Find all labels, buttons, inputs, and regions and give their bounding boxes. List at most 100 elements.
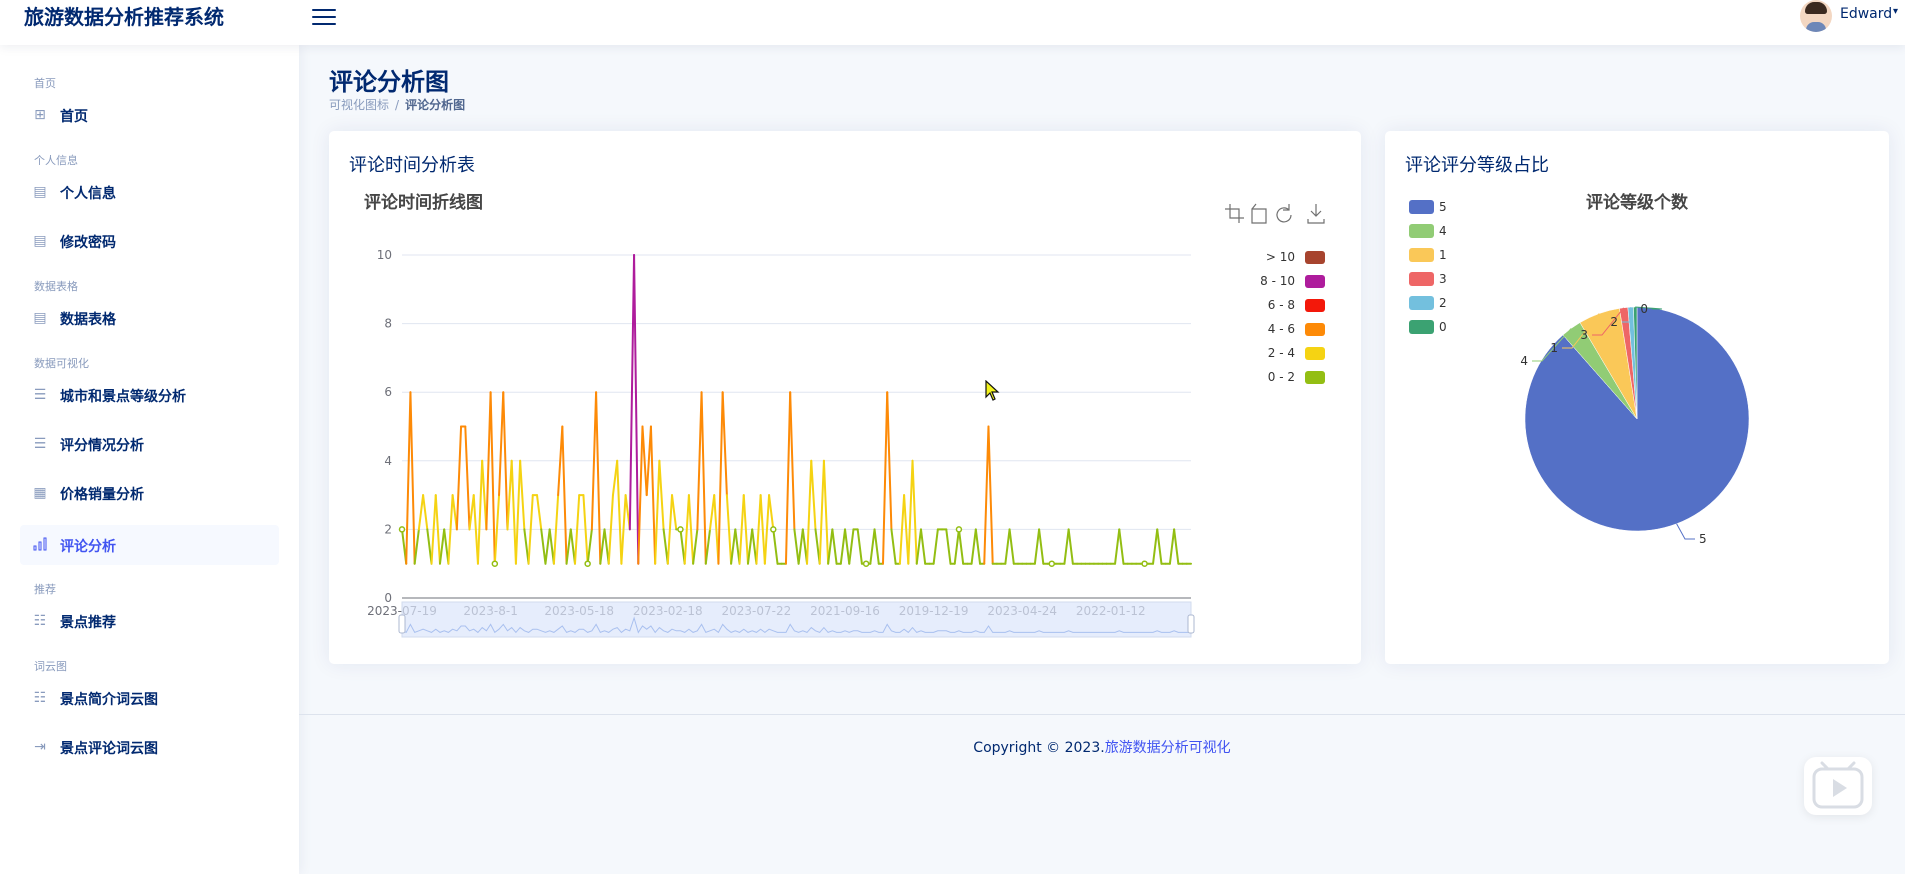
data-zoom-slider[interactable] (398, 601, 1195, 638)
y-tick-label: 2 (384, 522, 392, 536)
data-point (1048, 560, 1056, 567)
card-title: 评论时间分析表 (349, 155, 475, 176)
download-icon[interactable] (1307, 204, 1325, 224)
sidebar-item-label: 评论分析 (60, 539, 116, 555)
video-play-icon[interactable] (1804, 757, 1872, 815)
line-segment (881, 391, 889, 565)
legend-item-label: 1 (1439, 248, 1447, 262)
sidebar-item-price-sales[interactable]: ▦ 价格销量分析 (20, 473, 279, 513)
line-segment (552, 494, 560, 565)
line-segment (557, 425, 564, 497)
login-icon: ⇥ (34, 739, 46, 755)
line-segment (856, 528, 863, 565)
avatar[interactable] (1800, 0, 1832, 32)
line-segment (527, 494, 534, 565)
sidebar-heading-recommend: 推荐 (34, 583, 56, 596)
line-segment (1004, 528, 1011, 565)
zoom-icon[interactable] (1225, 204, 1244, 223)
user-name[interactable]: Edward (1840, 6, 1893, 22)
menu-toggle-icon[interactable] (312, 6, 336, 26)
line-segment (797, 528, 804, 565)
chevron-down-icon[interactable]: ▾ (1893, 6, 1899, 17)
restore-icon[interactable] (1276, 204, 1292, 223)
line-segment (784, 391, 792, 565)
line-segment (514, 459, 522, 565)
line-segment (945, 528, 952, 565)
sidebar-item-score-analysis[interactable]: ☰ 评分情况分析 (20, 424, 279, 464)
label-line (1532, 328, 1572, 362)
line-segment (886, 391, 893, 531)
copyright-link[interactable]: 旅游数据分析可视化 (1104, 740, 1231, 756)
line-segment (903, 494, 910, 565)
line-segment (772, 528, 779, 565)
line-segment (844, 528, 851, 565)
line-segment (759, 494, 766, 565)
sidebar-item-profile[interactable]: ▤ 个人信息 (20, 172, 279, 212)
data-zoom-handle-left (398, 614, 406, 634)
sidebar-item-spot-recommend[interactable]: ☷ 景点推荐 (20, 601, 279, 641)
sidebar-item-intro-wordcloud[interactable]: ☷ 景点简介词云图 (20, 678, 279, 718)
sidebar-item-change-password[interactable]: ▤ 修改密码 (20, 221, 279, 261)
layout-icon: ▤ (33, 310, 47, 326)
line-segment (468, 494, 475, 531)
sidebar-item-label: 景点推荐 (60, 615, 116, 631)
sidebar-item-comment-wordcloud[interactable]: ⇥ 景点评论词云图 (20, 727, 279, 767)
line-segment (957, 528, 965, 565)
sidebar-item-data-table[interactable]: ▤ 数据表格 (20, 298, 279, 338)
line-segment (472, 494, 479, 565)
data-point (677, 526, 684, 533)
line-segment (1173, 528, 1180, 565)
breadcrumb-separator: / (395, 98, 400, 112)
sidebar-item-label: 首页 (60, 109, 88, 125)
line-segment (582, 494, 589, 565)
line-segment (721, 391, 728, 497)
legend-item-label: 2 - 4 (1268, 346, 1295, 360)
zoom-reset-icon[interactable] (1251, 203, 1267, 224)
sidebar-heading-tables: 数据表格 (34, 280, 78, 293)
brand-title[interactable]: 旅游数据分析推荐系统 (24, 5, 224, 29)
legend-item-label: > 10 (1266, 250, 1295, 264)
line-segment (742, 494, 749, 565)
line-segment (536, 494, 543, 531)
legend-swatch (1305, 347, 1325, 360)
line-segment (616, 459, 623, 565)
label-line (1635, 306, 1663, 310)
line-segment (447, 494, 454, 565)
line-segment (561, 425, 568, 565)
sidebar-heading-visualization: 数据可视化 (34, 357, 89, 370)
line-segment (523, 528, 530, 565)
line-segment (869, 528, 876, 565)
sidebar-item-home[interactable]: ⊞ 首页 (20, 95, 279, 135)
sidebar-item-comment-analysis[interactable]: 评论分析 (20, 525, 279, 565)
legend-swatch (1409, 224, 1434, 238)
legend-swatch (1409, 200, 1434, 214)
legend-item-label: 0 (1439, 320, 1447, 334)
sidebar-item-label: 评分情况分析 (60, 438, 144, 454)
line-segment (692, 528, 699, 565)
line-segment (485, 391, 492, 531)
line-segment (793, 528, 800, 565)
slice-label: 2 (1610, 315, 1618, 329)
legend-swatch (1409, 272, 1434, 286)
sidebar-item-city-level[interactable]: ☰ 城市和景点等级分析 (20, 375, 279, 415)
legend-item-label: 4 (1439, 224, 1447, 238)
sidebar-item-label: 城市和景点等级分析 (60, 389, 186, 405)
document-icon: ☰ (33, 387, 47, 403)
sidebar-item-label: 数据表格 (60, 312, 116, 328)
line-segment (709, 494, 716, 531)
chart-title: 评论时间折线图 (364, 192, 483, 213)
line-segment (970, 528, 977, 565)
mouse-cursor-icon (985, 380, 1000, 401)
data-point (491, 560, 499, 567)
line-segment (476, 459, 484, 565)
label-line (1676, 523, 1695, 540)
legend-swatch (1409, 248, 1434, 262)
breadcrumb-link[interactable]: 可视化图标 (329, 98, 390, 112)
line-segment (645, 425, 652, 497)
line-segment (502, 391, 509, 531)
legend-swatch (1409, 296, 1434, 310)
line-segment (493, 494, 501, 565)
line-segment (426, 528, 433, 565)
line-segment (974, 528, 982, 565)
